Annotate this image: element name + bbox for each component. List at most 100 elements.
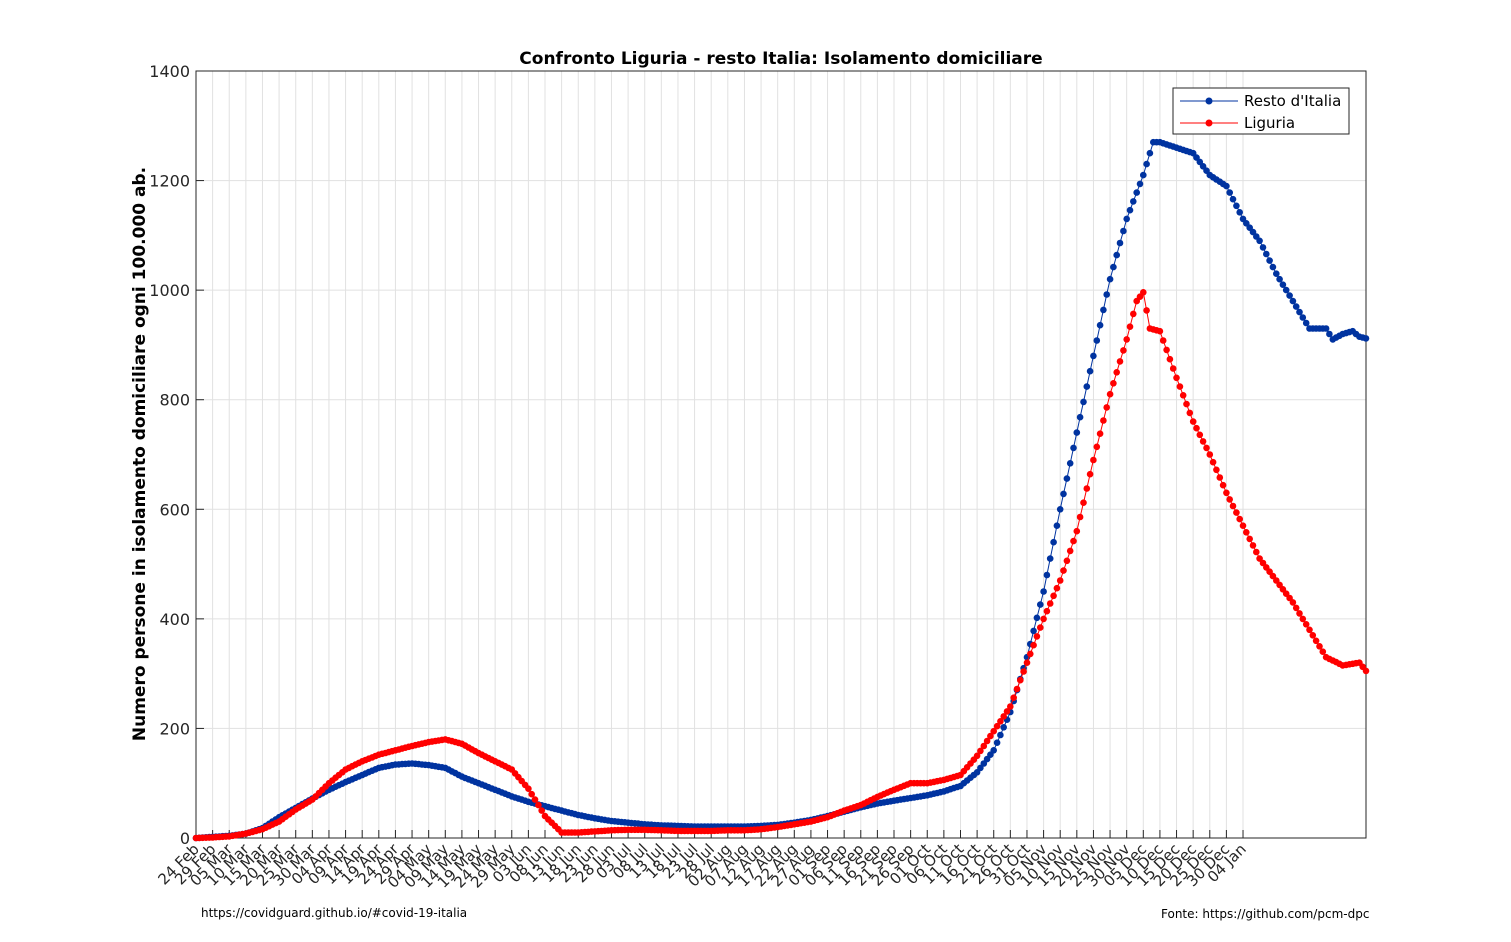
data-point [1043, 607, 1051, 615]
data-point [1110, 380, 1117, 387]
data-point [1292, 303, 1300, 310]
data-point [1296, 308, 1303, 316]
data-point [1156, 327, 1164, 335]
y-tick-label: 1000 [149, 281, 190, 300]
y-tick-label: 600 [159, 500, 190, 519]
data-point [1010, 694, 1017, 701]
data-point [1289, 599, 1297, 606]
data-point [1179, 392, 1187, 399]
data-point [1249, 542, 1257, 549]
data-point [1259, 244, 1267, 251]
data-point [1266, 257, 1273, 264]
plot-frame [195, 70, 1367, 839]
data-point [1246, 535, 1253, 543]
source-link-left: https://covidguard.github.io/#covid-19-i… [201, 906, 468, 920]
data-point [1023, 659, 1031, 666]
data-point [1000, 724, 1007, 731]
data-point [1302, 621, 1310, 628]
data-point [1319, 648, 1327, 655]
data-point [1007, 703, 1014, 710]
series-1 [192, 289, 1370, 842]
data-point [1289, 297, 1297, 305]
data-point [1000, 713, 1007, 720]
data-point [1073, 429, 1081, 436]
data-point [973, 752, 981, 760]
data-point [1233, 202, 1240, 210]
data-point [1326, 330, 1333, 338]
data-point [1282, 286, 1290, 294]
data-point [1173, 374, 1180, 382]
data-point [1189, 418, 1197, 425]
legend-marker [1205, 97, 1213, 105]
data-point [1226, 189, 1233, 196]
data-point [993, 722, 1001, 730]
data-point [1163, 346, 1170, 354]
y-tick-label: 800 [159, 391, 190, 410]
data-point [1126, 206, 1134, 214]
data-point [1269, 263, 1277, 271]
data-point [990, 727, 997, 735]
data-point [1216, 474, 1224, 481]
data-point [1176, 383, 1184, 390]
data-point [1086, 470, 1094, 478]
data-point [1253, 548, 1260, 556]
data-point [1003, 708, 1011, 715]
grid [195, 70, 1366, 839]
data-point [1236, 209, 1243, 216]
data-point [987, 732, 994, 740]
data-point [1126, 323, 1134, 331]
data-point [1083, 485, 1091, 492]
legend: Resto d'Italia Liguria [1172, 87, 1350, 135]
data-point [1209, 458, 1217, 466]
data-point [1299, 314, 1307, 321]
data-point [1090, 352, 1097, 360]
y-tick-label: 400 [159, 610, 190, 629]
legend-box [1172, 87, 1350, 135]
legend-label: Resto d'Italia [1244, 92, 1341, 110]
data-point [1186, 409, 1194, 417]
data-point [1073, 527, 1081, 535]
data-point [1116, 239, 1124, 247]
data-point [1169, 365, 1177, 372]
y-tick-label: 0 [180, 829, 190, 848]
data-point [1037, 624, 1044, 631]
data-point [993, 739, 1001, 746]
data-point [1273, 270, 1280, 278]
data-point [1130, 310, 1137, 318]
data-point [1309, 632, 1317, 639]
data-point [1229, 502, 1237, 510]
data-point [1292, 604, 1300, 612]
data-point [1046, 600, 1054, 607]
data-point [1136, 180, 1144, 188]
data-point [1033, 614, 1041, 622]
data-point [1106, 390, 1114, 398]
data-point [997, 731, 1004, 739]
data-point [1090, 456, 1097, 464]
data-point [1040, 615, 1047, 623]
data-point [1140, 171, 1147, 179]
data-point [1063, 475, 1071, 482]
data-point [1063, 557, 1071, 565]
data-point [1299, 615, 1307, 623]
data-point [1362, 667, 1370, 675]
data-point [1116, 358, 1124, 365]
data-point [525, 785, 532, 792]
data-point [1140, 289, 1147, 296]
data-point [1183, 400, 1190, 408]
data-point [1093, 337, 1101, 344]
data-point [1040, 588, 1047, 595]
data-point [1106, 275, 1114, 283]
data-point [1123, 336, 1130, 343]
data-point [997, 718, 1004, 725]
plot-area [196, 71, 1366, 838]
data-point [1123, 215, 1130, 223]
data-point [1060, 567, 1067, 574]
data-point [528, 790, 535, 798]
legend-label: Liguria [1244, 114, 1295, 132]
data-point [1080, 499, 1087, 507]
data-point [1130, 198, 1137, 205]
data-point [1113, 369, 1120, 376]
data-point [1053, 522, 1061, 529]
